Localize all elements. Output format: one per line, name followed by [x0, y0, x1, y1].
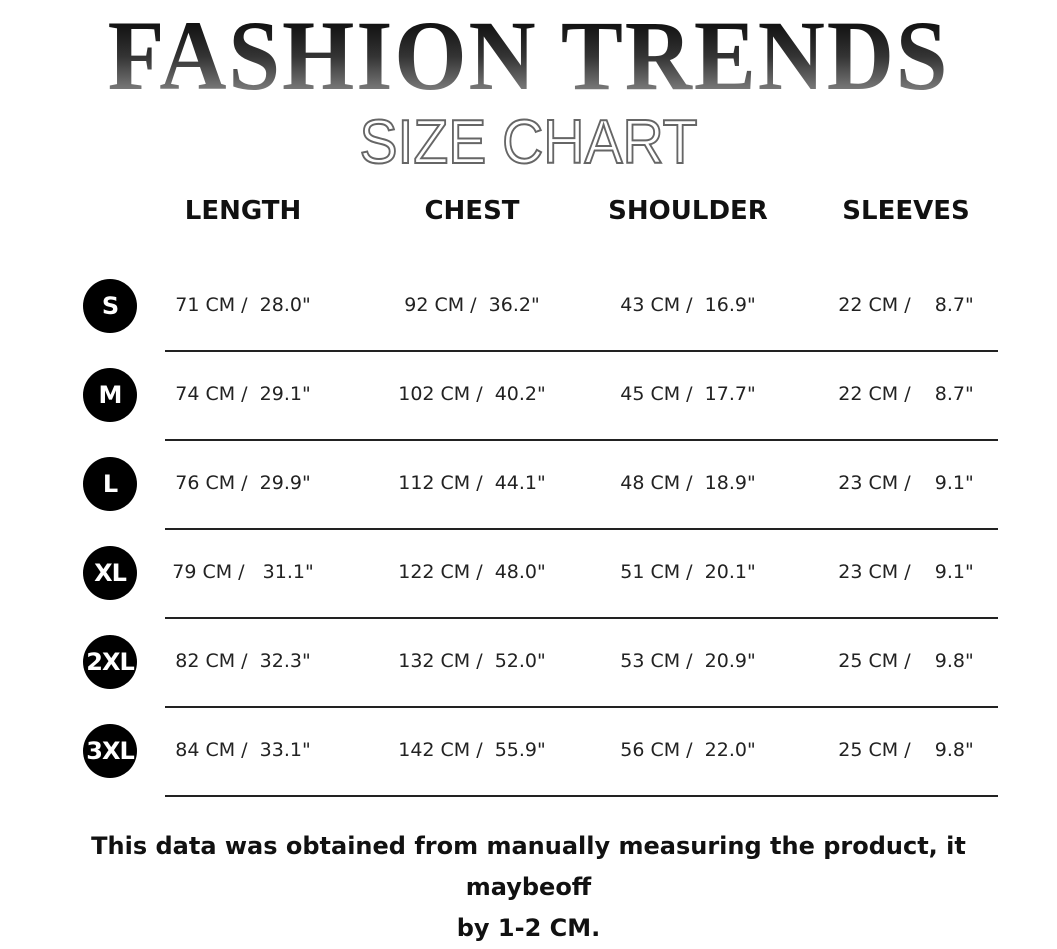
- size-chart-subtitle: SIZE CHART: [359, 108, 699, 177]
- table-cell: 102 CM / 40.2": [398, 383, 546, 405]
- table-cell: 45 CM / 17.7": [620, 383, 756, 405]
- table-cell: 84 CM / 33.1": [175, 739, 311, 761]
- table-cell: 43 CM / 16.9": [620, 294, 756, 316]
- note-line-1: This data was obtained from manually mea…: [91, 832, 966, 901]
- column-header: SLEEVES: [842, 196, 970, 226]
- table-row: M 74 CM / 29.1" 102 CM / 40.2" 45 CM / 17.7…: [0, 368, 1057, 484]
- row-divider: [165, 528, 998, 530]
- table-cell: 142 CM / 55.9": [398, 739, 546, 761]
- column-header: LENGTH: [184, 196, 302, 226]
- row-divider: [165, 350, 998, 352]
- table-cell: 23 CM / 9.1": [838, 561, 974, 583]
- size-badge: XL: [83, 546, 137, 600]
- table-cell: 122 CM / 48.0": [398, 561, 546, 583]
- table-cell: 76 CM / 29.9": [175, 472, 311, 494]
- measurement-note: This data was obtained from manually mea…: [40, 826, 1017, 949]
- table-cell: 48 CM / 18.9": [620, 472, 756, 494]
- column-header: SHOULDER: [608, 196, 768, 226]
- table-cell: 74 CM / 29.1": [175, 383, 311, 405]
- table-cell: 132 CM / 52.0": [398, 650, 546, 672]
- table-cell: 79 CM / 31.1": [172, 561, 314, 583]
- size-badge: 2XL: [83, 635, 137, 689]
- row-divider: [165, 439, 998, 441]
- row-divider: [165, 795, 998, 797]
- table-row: L 76 CM / 29.9" 112 CM / 44.1" 48 CM / 18.9…: [0, 457, 1057, 573]
- size-badge: M: [83, 368, 137, 422]
- table-cell: 92 CM / 36.2": [404, 294, 540, 316]
- table-cell: 22 CM / 8.7": [838, 294, 974, 316]
- table-cell: 112 CM / 44.1": [398, 472, 546, 494]
- size-badge: S: [83, 279, 137, 333]
- note-line-2: by 1-2 CM.: [456, 914, 601, 942]
- row-divider: [165, 617, 998, 619]
- table-cell: 53 CM / 20.9": [620, 650, 756, 672]
- table-cell: 56 CM / 22.0": [620, 739, 756, 761]
- table-cell: 71 CM / 28.0": [175, 294, 311, 316]
- table-cell: 82 CM / 32.3": [175, 650, 311, 672]
- table-row: XL 79 CM / 31.1" 122 CM / 48.0" 51 CM / 20.…: [0, 546, 1057, 662]
- table-cell: 23 CM / 9.1": [838, 472, 974, 494]
- table-cell: 25 CM / 9.8": [838, 650, 974, 672]
- brand-title: FASHION TRENDS: [37, 6, 1020, 106]
- table-row: 3XL 84 CM / 33.1" 142 CM / 55.9" 56 CM / 22…: [0, 724, 1057, 840]
- table-cell: 25 CM / 9.8": [838, 739, 974, 761]
- table-cell: 22 CM / 8.7": [838, 383, 974, 405]
- table-row: 2XL 82 CM / 32.3" 132 CM / 52.0" 53 CM / 20…: [0, 635, 1057, 751]
- size-badge: L: [83, 457, 137, 511]
- size-badge: 3XL: [83, 724, 137, 778]
- table-row: S 71 CM / 28.0" 92 CM / 36.2" 43 CM / 16.9"…: [0, 279, 1057, 395]
- row-divider: [165, 706, 998, 708]
- column-header: CHEST: [424, 196, 520, 226]
- table-cell: 51 CM / 20.1": [620, 561, 756, 583]
